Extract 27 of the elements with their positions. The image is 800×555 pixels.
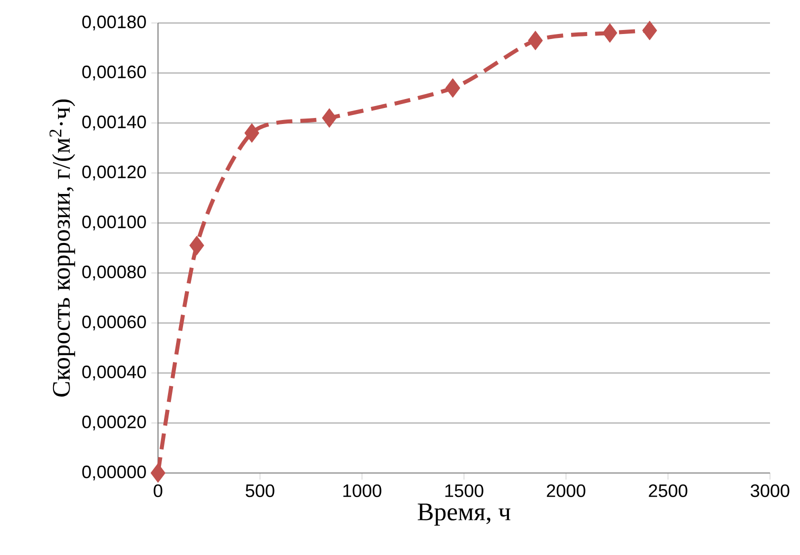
point xyxy=(189,236,204,256)
point xyxy=(642,20,657,40)
x-tick-label: 2000 xyxy=(546,484,586,498)
y-tick-label: 0,00120 xyxy=(82,166,146,180)
point xyxy=(445,78,460,98)
y-tick-label: 0,00160 xyxy=(82,66,146,80)
y-tick-label: 0,00000 xyxy=(82,466,146,480)
point xyxy=(602,23,618,43)
y-tick-label: 0,00080 xyxy=(82,266,146,280)
x-tick-label: 3000 xyxy=(750,484,790,498)
y-tick-label: 0,00040 xyxy=(82,366,146,380)
x-tick-label: 1500 xyxy=(445,484,484,498)
x-tick-label: 2500 xyxy=(648,484,688,498)
point xyxy=(244,123,260,143)
y-tick-label: 0,00020 xyxy=(82,416,146,430)
y-axis-title: Скорость коррозии, г/(м$^{2}$·ч) xyxy=(50,99,76,397)
x-axis-title: Время, ч xyxy=(418,504,510,526)
point xyxy=(528,30,543,50)
y-tick-label: 0,00180 xyxy=(82,16,146,30)
y-tick-label: 0,00100 xyxy=(82,216,146,230)
x-tick-label: 500 xyxy=(246,484,274,498)
point xyxy=(322,108,337,128)
y-tick-label: 0,00140 xyxy=(82,116,146,130)
point xyxy=(150,463,166,483)
x-tick-label: 0 xyxy=(154,484,162,498)
y-tick-label: 0,00060 xyxy=(82,316,146,330)
x-tick-label: 1000 xyxy=(343,484,382,498)
